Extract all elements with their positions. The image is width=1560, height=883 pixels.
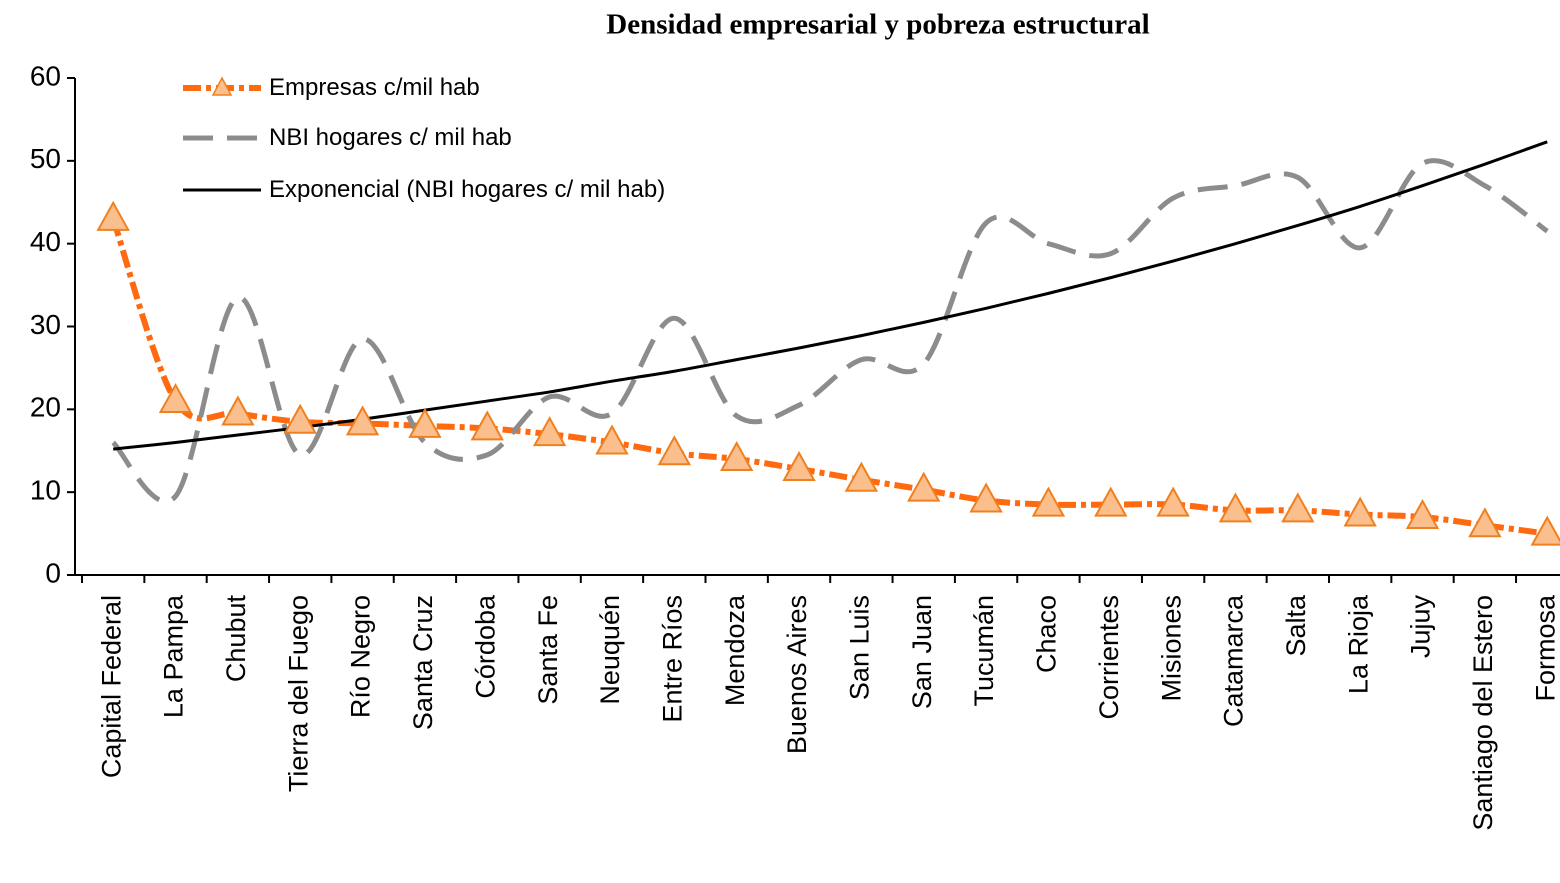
marker (1031, 486, 1066, 517)
x-tick-label: Tucumán (969, 595, 999, 707)
x-tick-label: Entre Ríos (657, 595, 687, 723)
marker (1094, 486, 1128, 517)
marker (782, 450, 816, 481)
marker (1468, 507, 1502, 538)
y-tick-label: 60 (30, 60, 61, 91)
marker (1343, 496, 1377, 527)
x-tick-label: Corrientes (1094, 595, 1124, 720)
x-tick-label: Jujuy (1406, 595, 1436, 659)
marker (221, 395, 255, 426)
y-tick-label: 20 (30, 392, 61, 423)
x-tick-label: Capital Federal (96, 595, 126, 778)
marker (532, 416, 567, 447)
marker (719, 440, 754, 472)
x-tick-label: Mendoza (720, 594, 750, 706)
marker (345, 405, 380, 436)
x-tick-label: Córdoba (470, 594, 500, 699)
x-tick-label: Buenos Aires (782, 595, 812, 754)
x-tick-label: La Rioja (1343, 594, 1373, 694)
x-tick-label: La Pampa (159, 594, 189, 718)
x-tick-label: San Juan (907, 595, 937, 709)
y-tick-label: 0 (45, 557, 61, 588)
x-tick-label: San Luis (845, 595, 875, 700)
x-tick-label: Chubut (221, 595, 251, 683)
x-tick-label: Tierra del Fuego (283, 595, 313, 792)
x-tick-label: Misiones (1156, 595, 1186, 702)
x-tick-label: Formosa (1530, 594, 1560, 702)
x-tick-label: Salta (1281, 594, 1311, 657)
marker (1405, 498, 1440, 530)
marker (1281, 492, 1315, 523)
legend-marker (211, 76, 233, 96)
marker (1530, 515, 1560, 546)
marker (96, 200, 130, 231)
marker (595, 424, 629, 455)
series-line (110, 217, 1548, 537)
legend-label: Empresas c/mil hab (269, 74, 480, 101)
y-tick-label: 10 (30, 475, 61, 506)
y-tick-label: 30 (30, 309, 61, 340)
x-tick-label: Santiago del Estero (1468, 595, 1498, 831)
x-tick-label: Chaco (1032, 595, 1062, 673)
x-tick-label: Río Negro (346, 595, 376, 718)
x-tick-label: Neuquén (595, 595, 625, 705)
marker (158, 382, 193, 414)
legend-label: Exponencial (NBI hogares c/ mil hab) (269, 176, 666, 203)
marker (907, 471, 941, 502)
marker (470, 410, 504, 441)
series-line (111, 158, 1549, 504)
marker (1156, 486, 1190, 517)
marker (657, 435, 692, 466)
marker (283, 403, 317, 434)
x-tick-label: Catamarca (1219, 594, 1249, 727)
marker (408, 407, 442, 438)
y-tick-label: 50 (30, 143, 61, 174)
chart-title: Densidad empresarial y pobreza estructur… (606, 9, 1149, 41)
marker (844, 461, 879, 492)
marker (1218, 492, 1253, 523)
marker (969, 482, 1003, 513)
x-tick-label: Santa Cruz (408, 595, 438, 730)
x-tick-label: Santa Fe (533, 595, 563, 705)
legend-label: NBI hogares c/ mil hab (269, 124, 512, 151)
y-tick-label: 40 (30, 226, 61, 257)
